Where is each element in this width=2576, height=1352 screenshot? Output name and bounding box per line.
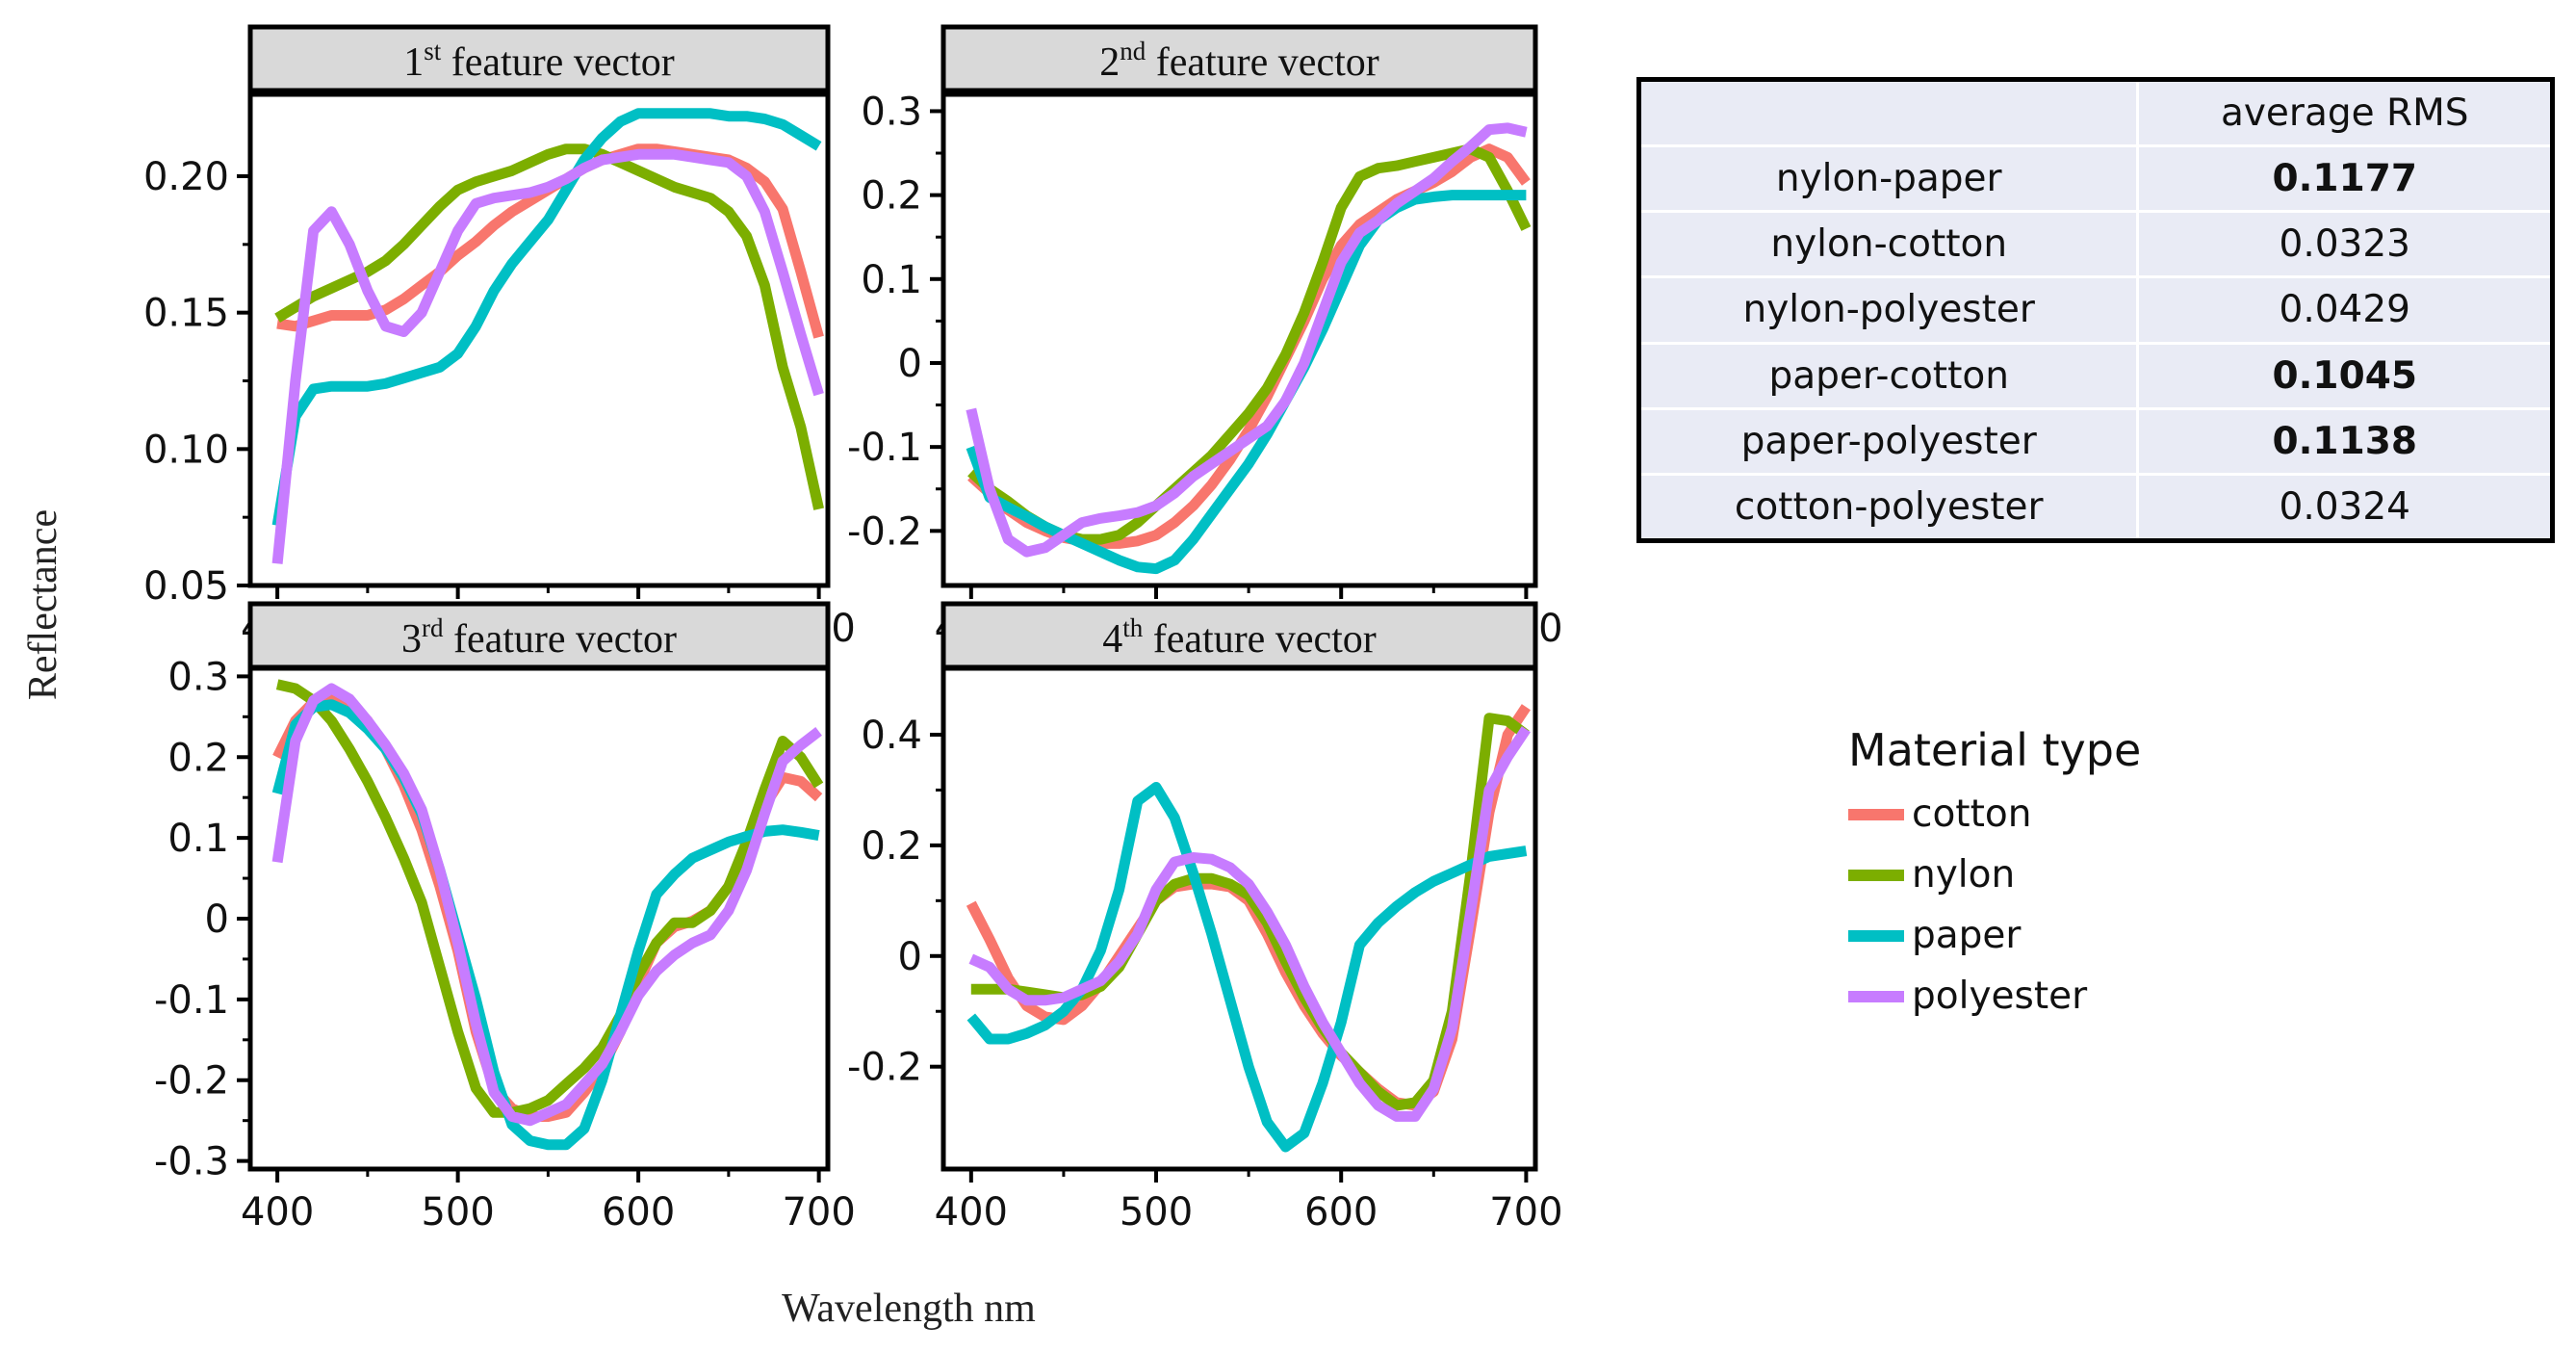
series-line-paper <box>966 782 1528 1153</box>
rms-value-cell: 0.1177 <box>2137 145 2550 214</box>
x-tick-label: 600 <box>1304 1190 1378 1235</box>
legend-label: nylon <box>1912 853 2016 897</box>
y-axis-label: Reflectance <box>21 509 65 700</box>
rms-row: paper-cotton 0.1045 <box>1641 343 2550 410</box>
y-tick-label: 0.2 <box>861 824 922 869</box>
series-line-polyester <box>271 683 822 1127</box>
x-tick-label: 700 <box>782 1190 855 1235</box>
y-tick-label: -0.2 <box>154 1059 229 1104</box>
x-tick-label: 500 <box>421 1190 494 1235</box>
x-tick-label: 600 <box>602 1190 675 1235</box>
rms-table: average RMS nylon-paper 0.1177 nylon-cotto… <box>1636 77 2555 543</box>
panel-frame <box>940 91 1538 588</box>
rms-row: paper-polyester 0.1138 <box>1641 408 2550 477</box>
series-line-cotton <box>276 143 824 339</box>
rms-value-cell: 0.1045 <box>2137 343 2550 410</box>
rms-header-pair <box>1641 82 2140 147</box>
series-line-paper <box>966 190 1527 575</box>
rms-pair-cell: paper-cotton <box>1641 343 2140 410</box>
legend-swatch <box>1848 929 1904 942</box>
y-tick-label: 0.20 <box>143 155 229 199</box>
chart-panel-2: 2nd feature vector400500600700-0.2-0.100… <box>847 24 1563 651</box>
legend-title: Material type <box>1848 724 2142 776</box>
y-tick-label: 0.05 <box>143 564 229 609</box>
legend-item-nylon: nylon <box>1848 845 2291 905</box>
rms-pair-cell: nylon-polyester <box>1641 276 2140 345</box>
rms-pair-cell: paper-polyester <box>1641 408 2140 477</box>
rms-value-cell: 0.0429 <box>2137 276 2550 345</box>
y-tick-label: -0.1 <box>847 426 922 470</box>
y-tick-label: 0.10 <box>143 428 229 472</box>
x-tick-label: 500 <box>1120 1190 1193 1235</box>
x-axis-label: Wavelength nm <box>782 1287 1036 1331</box>
series-line-nylon <box>967 143 1532 545</box>
legend-label: cotton <box>1912 793 2032 836</box>
rms-row: nylon-polyester 0.0429 <box>1641 276 2550 345</box>
panel-frame <box>940 665 1538 1172</box>
y-tick-label: 0 <box>205 897 229 942</box>
rms-header-row: average RMS <box>1641 82 2550 147</box>
rms-value-cell: 0.0323 <box>2137 211 2550 279</box>
series-line-nylon <box>275 679 824 1118</box>
y-tick-label: -0.2 <box>847 509 922 554</box>
panel-title: 3rd feature vector <box>401 613 677 662</box>
y-tick-label: 0.3 <box>861 90 922 134</box>
rms-pair-cell: nylon-paper <box>1641 145 2140 214</box>
y-tick-label: 0.2 <box>861 174 922 219</box>
y-tick-label: -0.1 <box>154 978 229 1023</box>
series-line-polyester <box>966 122 1528 558</box>
legend-swatch <box>1848 990 1904 1002</box>
legend: Material type cotton nylon paper polyester <box>1848 724 2291 1042</box>
y-tick-label: 0.3 <box>167 655 229 699</box>
y-tick-label: 0 <box>898 342 922 386</box>
series-line-polyester <box>271 148 824 564</box>
legend-swatch <box>1848 808 1904 820</box>
y-tick-label: 0.1 <box>167 817 229 861</box>
x-tick-label: 400 <box>241 1190 314 1235</box>
legend-label: paper <box>1912 914 2022 957</box>
legend-item-polyester: polyester <box>1848 966 2291 1027</box>
rms-pair-cell: nylon-cotton <box>1641 211 2140 279</box>
panel-title: 1st feature vector <box>403 37 675 85</box>
y-tick-label: 0.1 <box>861 258 922 302</box>
panel-title-strip <box>940 24 1538 93</box>
x-tick-label: 400 <box>935 1190 1008 1235</box>
y-tick-label: -0.2 <box>847 1046 922 1090</box>
legend-item-cotton: cotton <box>1848 784 2291 845</box>
chart-panel-4: 4th feature vector 400 500 600 700 -0.2 0 0.2 0.… <box>847 601 1563 1235</box>
series-line-paper <box>271 108 822 527</box>
legend-swatch <box>1848 869 1904 881</box>
x-tick-label: 700 <box>1489 1190 1562 1235</box>
series-line-nylon <box>274 143 824 510</box>
y-tick-label: 0.4 <box>861 714 922 758</box>
rms-value-cell: 0.0324 <box>2279 485 2410 530</box>
panel-title-strip <box>940 601 1538 670</box>
y-tick-label: 0.2 <box>167 736 229 780</box>
rms-row: nylon-cotton 0.0323 <box>1641 211 2550 279</box>
y-tick-label: -0.3 <box>154 1140 229 1184</box>
legend-item-paper: paper <box>1848 905 2291 966</box>
rms-row: cotton-polyester 0.0324 <box>1641 474 2550 538</box>
panel-title: 2nd feature vector <box>1099 37 1379 85</box>
rms-pair-cell: cotton-polyester <box>1641 474 2140 538</box>
chart-panel-1: 1st feature vector4005006007000.050.100.… <box>143 24 856 651</box>
panel-title-strip <box>247 24 831 93</box>
chart-panel-3: 3rd feature vector 400 500 600 700 -0.3 -0.2 -0… <box>154 601 856 1235</box>
legend-label: polyester <box>1912 975 2088 1018</box>
rms-row: nylon-paper 0.1177 <box>1641 145 2550 214</box>
rms-header-value: average RMS <box>2137 82 2550 147</box>
rms-value-cell: 0.1138 <box>2137 408 2550 477</box>
series-line-cotton <box>967 143 1531 549</box>
series-line-polyester <box>968 726 1531 1122</box>
y-tick-label: 0 <box>898 935 922 979</box>
panel-title: 4th feature vector <box>1102 613 1377 662</box>
panel-frame <box>247 665 831 1172</box>
panel-frame <box>247 91 831 588</box>
y-tick-label: 0.15 <box>143 292 229 336</box>
